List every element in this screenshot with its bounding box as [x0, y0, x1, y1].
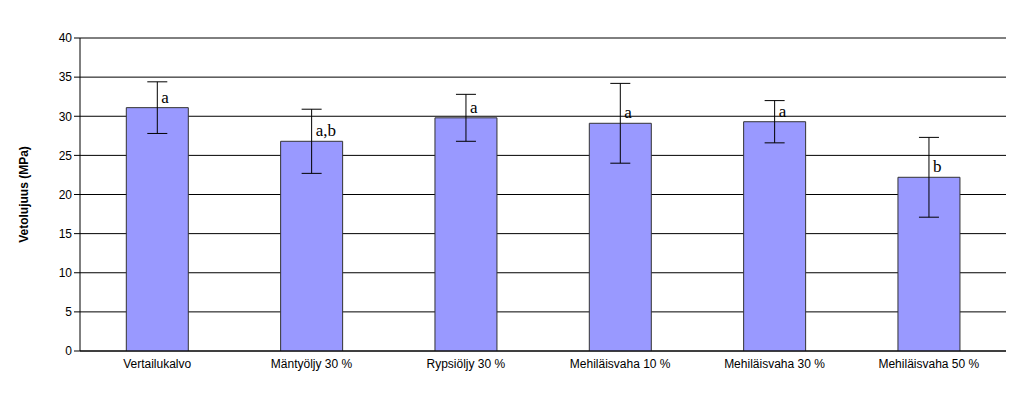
- svg-text:25: 25: [59, 149, 73, 163]
- svg-text:a: a: [161, 88, 169, 107]
- svg-text:a: a: [470, 98, 478, 117]
- svg-text:10: 10: [59, 266, 73, 280]
- svg-text:Rypsiöljy 30 %: Rypsiöljy 30 %: [426, 357, 505, 371]
- svg-text:b: b: [933, 157, 942, 176]
- svg-text:15: 15: [59, 227, 73, 241]
- svg-text:a: a: [624, 103, 632, 122]
- svg-text:5: 5: [65, 305, 72, 319]
- svg-text:Vertailukalvo: Vertailukalvo: [123, 357, 191, 371]
- svg-text:a: a: [779, 102, 787, 121]
- svg-text:20: 20: [59, 188, 73, 202]
- svg-text:Mehiläisvaha 30 %: Mehiläisvaha 30 %: [724, 357, 825, 371]
- svg-text:0: 0: [65, 344, 72, 358]
- svg-text:40: 40: [59, 31, 73, 45]
- svg-text:a,b: a,b: [316, 121, 336, 140]
- svg-text:35: 35: [59, 70, 73, 84]
- svg-text:Mehiläisvaha 10 %: Mehiläisvaha 10 %: [570, 357, 671, 371]
- svg-text:30: 30: [59, 110, 73, 124]
- svg-text:Mäntyöljy 30 %: Mäntyöljy 30 %: [271, 357, 353, 371]
- svg-text:Mehiläisvaha 50 %: Mehiläisvaha 50 %: [878, 357, 979, 371]
- svg-text:Vetolujuus (MPa): Vetolujuus (MPa): [17, 146, 31, 243]
